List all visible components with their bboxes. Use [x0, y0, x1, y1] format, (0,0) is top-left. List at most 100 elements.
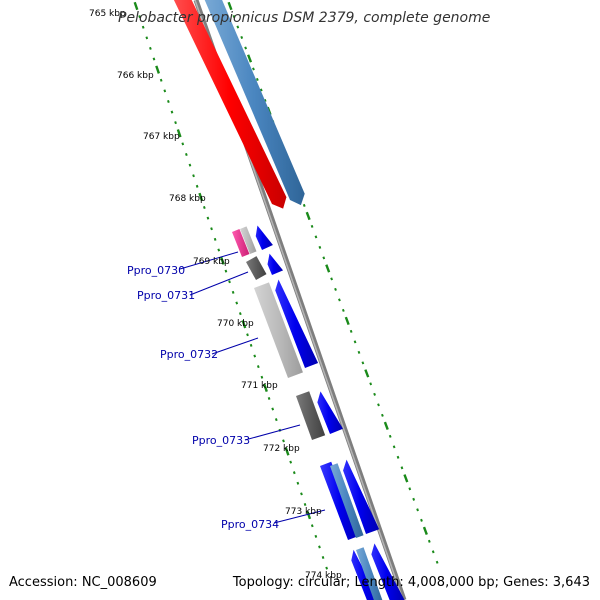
outer-tick-47: [303, 503, 307, 507]
inner-tick-44: [400, 466, 404, 470]
leader-ppro-0731: [189, 271, 249, 296]
outer-tick-10: [170, 110, 174, 114]
scale-label-770: 770 kbp: [217, 319, 254, 329]
outer-tick-13: [181, 142, 185, 146]
outer-tick-17: [195, 184, 199, 188]
scale-label-768: 768 kbp: [169, 194, 206, 204]
outer-tick-39: [274, 418, 278, 422]
outer-tick-19: [203, 206, 206, 210]
inner-tick-45: [403, 474, 409, 483]
inner-tick-39: [381, 413, 384, 417]
scale-label-766: 766 kbp: [117, 71, 154, 81]
outer-tick-46: [300, 492, 303, 496]
inner-tick-2: [236, 25, 240, 29]
outer-tick-marks: [133, 1, 329, 570]
inner-tick-34: [361, 361, 365, 365]
inner-tick-48: [416, 508, 419, 512]
inner-tick-33: [357, 350, 361, 354]
inner-tick-52: [431, 550, 435, 554]
label-leader-lines: [179, 251, 326, 524]
outer-tick-42: [284, 447, 290, 456]
outer-tick-16: [192, 174, 195, 178]
inner-tick-29: [341, 308, 345, 312]
inner-tick-36: [369, 382, 373, 386]
outer-tick-7: [159, 78, 163, 82]
outer-tick-3: [145, 36, 149, 40]
blue-long-feature: [272, 279, 319, 368]
outer-tick-53: [325, 566, 329, 570]
accession-text: Accession: NC_008609: [9, 575, 157, 590]
outer-tick-5: [152, 57, 156, 61]
leader-ppro-0732: [211, 337, 259, 355]
scale-label-773: 773 kbp: [285, 507, 322, 517]
outer-tick-34: [256, 365, 260, 369]
inner-tick-41: [388, 434, 392, 438]
ppro-0734-feature: [320, 461, 360, 540]
outer-tick-25: [224, 269, 228, 273]
outer-tick-11: [174, 121, 177, 125]
inner-tick-37: [373, 392, 376, 396]
outer-tick-45: [296, 481, 300, 485]
inner-tick-0: [227, 1, 233, 11]
inner-tick-3: [240, 35, 244, 40]
blue-small-feature: [264, 253, 284, 275]
outer-tick-4: [149, 46, 152, 50]
scale-label-769: 769 kbp: [193, 257, 230, 267]
outer-tick-50: [314, 534, 318, 538]
scale-label-774: 774 kbp: [305, 571, 342, 581]
ppro-0731-feature: [246, 256, 267, 280]
scale-label-771: 771 kbp: [241, 381, 278, 391]
outer-tick-12: [176, 129, 182, 138]
genome-summary-text: Topology: circular; Length: 4,008,000 bp…: [232, 575, 590, 590]
blue-mid-feature: [314, 391, 343, 434]
outer-tick-37: [267, 396, 271, 400]
inner-tick-43: [396, 455, 400, 459]
outer-tick-44: [292, 471, 296, 475]
inner-tick-46: [408, 487, 412, 491]
gene-label-ppro-0731[interactable]: Ppro_0731: [137, 289, 195, 302]
inner-tick-27: [334, 287, 337, 291]
outer-tick-22: [213, 237, 217, 241]
inner-tick-19: [302, 203, 306, 207]
inner-tick-35: [364, 369, 370, 378]
leader-ppro-0730: [179, 251, 239, 270]
outer-tick-6: [155, 65, 161, 74]
pink-feature: [232, 229, 250, 257]
scale-label-767: 767 kbp: [143, 132, 180, 142]
outer-tick-21: [210, 227, 213, 231]
outer-tick-38: [271, 407, 275, 411]
inner-tick-26: [330, 277, 333, 281]
inner-tick-20: [305, 211, 311, 221]
inner-tick-8: [259, 88, 263, 92]
light-gray-small-feature: [240, 226, 257, 254]
outer-tick-29: [238, 312, 242, 316]
gene-label-ppro-0730[interactable]: Ppro_0730: [127, 264, 185, 277]
scale-labels: 765 kbp 766 kbp 767 kbp 768 kbp 769 kbp …: [89, 9, 342, 581]
outer-tick-52: [321, 556, 325, 560]
inner-tick-31: [349, 329, 353, 333]
inner-tick-4: [244, 46, 248, 50]
gene-label-ppro-0734[interactable]: Ppro_0734: [221, 518, 279, 531]
inner-tick-53: [435, 560, 439, 564]
outer-tick-32: [249, 343, 253, 347]
outer-tick-26: [228, 280, 231, 284]
outer-tick-24: [219, 256, 225, 265]
inner-tick-6: [252, 67, 255, 71]
outer-tick-31: [246, 333, 249, 337]
outer-tick-2: [141, 25, 145, 29]
scale-label-765: 765 kbp: [89, 9, 126, 19]
inner-tick-5: [247, 54, 253, 63]
ppro-0730-feature: [252, 225, 273, 250]
outer-tick-35: [260, 375, 264, 379]
leader-ppro-0733: [244, 424, 301, 441]
inner-tick-28: [338, 298, 341, 302]
gene-label-ppro-0733[interactable]: Ppro_0733: [192, 434, 250, 447]
outer-tick-33: [253, 354, 257, 358]
gene-label-ppro-0732[interactable]: Ppro_0732: [160, 348, 218, 361]
outer-tick-9: [167, 99, 170, 103]
gene-features: [173, 0, 405, 600]
outer-tick-28: [235, 301, 239, 305]
inner-tick-21: [310, 224, 314, 228]
outer-tick-0: [133, 1, 139, 11]
